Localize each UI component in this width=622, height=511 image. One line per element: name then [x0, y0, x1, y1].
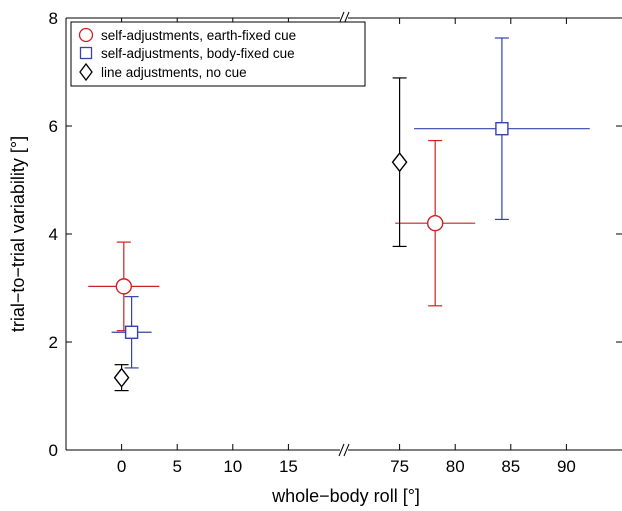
- axis-break-mark: [343, 443, 350, 457]
- y-axis-label: trial−to−trial variability [°]: [8, 136, 28, 332]
- marker-circle-icon: [426, 214, 444, 232]
- x-tick-label: 85: [501, 457, 520, 476]
- x-tick-label: 80: [446, 457, 465, 476]
- x-tick-label: 90: [557, 457, 576, 476]
- legend-marker-diamond-icon: [79, 62, 93, 82]
- marker-circle-icon: [115, 278, 133, 295]
- y-tick-label: 4: [49, 225, 58, 244]
- y-tick-label: 2: [49, 333, 58, 352]
- marker-square-icon: [495, 121, 509, 136]
- data-point: [414, 37, 590, 221]
- axis-break-gap: [340, 16, 348, 20]
- legend-box: [70, 21, 366, 87]
- data-point: [111, 296, 152, 369]
- data-point: [88, 241, 160, 332]
- marker-diamond-icon: [113, 367, 130, 388]
- x-tick-label: 10: [223, 457, 242, 476]
- legend-label-no-cue: line adjustments, no cue: [101, 65, 247, 80]
- x-tick-label: 15: [279, 457, 298, 476]
- legend-label-earth-fixed: self-adjustments, earth-fixed cue: [101, 28, 296, 43]
- y-tick-label: 6: [49, 117, 58, 136]
- x-axis-label: whole−body roll [°]: [271, 486, 420, 506]
- axis-break-mark: [338, 443, 345, 457]
- x-ticks: 0 5 10 15 75 80 85 90: [117, 18, 576, 476]
- legend-marker-square-icon: [79, 46, 93, 60]
- plot-area: [66, 18, 622, 450]
- axis-break-gap: [340, 448, 348, 452]
- legend: self-adjustments, earth-fixed cue self-a…: [70, 21, 366, 87]
- data-point: [395, 139, 476, 307]
- y-ticks: 0 2 4 6 8: [49, 9, 622, 460]
- x-tick-label: 0: [117, 457, 126, 476]
- data-marks: [88, 37, 590, 392]
- marker-diamond-icon: [391, 152, 408, 173]
- legend-label-body-fixed: self-adjustments, body-fixed cue: [101, 46, 295, 61]
- x-tick-label: 5: [172, 457, 181, 476]
- y-tick-label: 0: [49, 441, 58, 460]
- data-point: [113, 364, 130, 392]
- data-point: [391, 77, 408, 248]
- y-tick-label: 8: [49, 9, 58, 28]
- legend-marker-circle-icon: [78, 27, 94, 43]
- marker-square-icon: [124, 325, 139, 339]
- x-tick-label: 75: [390, 457, 409, 476]
